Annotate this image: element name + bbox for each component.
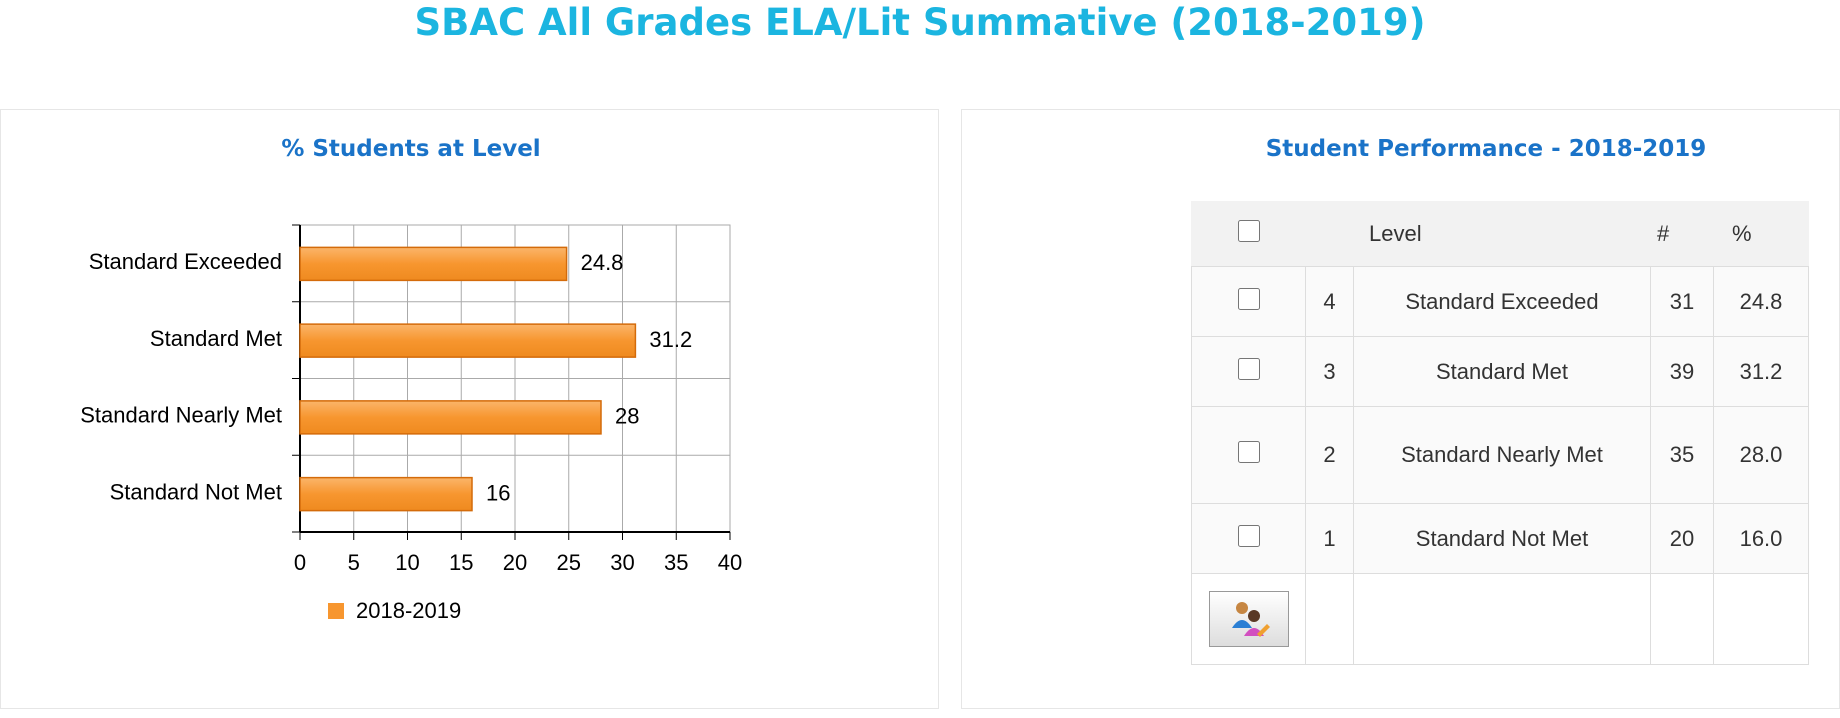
x-tick-label: 40 xyxy=(718,550,742,575)
performance-table: Level # % 4 Standard Exceeded 31 24.8 3 Stand… xyxy=(1191,201,1809,665)
empty-cell xyxy=(1353,573,1651,665)
row-checkbox[interactable] xyxy=(1237,524,1260,547)
header-cell xyxy=(1191,201,1306,267)
level-number: 1 xyxy=(1305,503,1354,574)
empty-cell xyxy=(1305,573,1354,665)
data-label: 28 xyxy=(615,404,639,429)
level-number: 4 xyxy=(1305,266,1354,337)
data-label: 24.8 xyxy=(581,250,624,275)
table-row: 1 Standard Not Met 20 16.0 xyxy=(1191,503,1809,574)
checkbox-cell xyxy=(1191,406,1306,504)
header-cell xyxy=(1305,201,1354,267)
button-cell xyxy=(1191,573,1306,665)
x-tick-label: 25 xyxy=(557,550,581,575)
y-tick-label: Standard Met xyxy=(150,326,282,351)
table-title: Student Performance - 2018-2019 xyxy=(1265,136,1707,162)
empty-cell xyxy=(1713,573,1809,665)
x-tick-label: 0 xyxy=(294,550,306,575)
x-tick-label: 20 xyxy=(503,550,527,575)
select-all-checkbox[interactable] xyxy=(1237,220,1260,242)
students-button[interactable] xyxy=(1208,591,1289,647)
count-cell: 20 xyxy=(1650,503,1714,574)
count-cell: 39 xyxy=(1650,336,1714,407)
level-label: Standard Met xyxy=(1435,358,1569,384)
empty-cell xyxy=(1650,573,1714,665)
x-tick-label: 5 xyxy=(348,550,360,575)
legend-label: 2018-2019 xyxy=(356,598,461,623)
chart-title: % Students at Level xyxy=(281,136,541,162)
header-cell: % xyxy=(1713,201,1809,267)
checkbox-cell xyxy=(1191,266,1306,337)
count-cell: 35 xyxy=(1650,406,1714,504)
bar xyxy=(299,476,473,512)
x-tick-label: 35 xyxy=(664,550,688,575)
header-row: Level # % xyxy=(1191,201,1809,267)
y-tick-label: Standard Exceeded xyxy=(89,249,282,274)
header-cell: Level xyxy=(1353,201,1651,267)
chart-panel xyxy=(0,109,939,709)
percent-cell: 28.0 xyxy=(1713,406,1809,504)
level-number: 2 xyxy=(1305,406,1354,504)
table-row xyxy=(1191,573,1809,665)
level-label: Standard Nearly Met xyxy=(1401,442,1603,467)
table-body: 4 Standard Exceeded 31 24.8 3 Standard Met 39 3… xyxy=(1191,266,1809,665)
table-row: 3 Standard Met 39 31.2 xyxy=(1191,336,1809,407)
level-cell: Standard Nearly Met xyxy=(1353,406,1651,504)
chart: 0 5 10 15 20 25 30 35 40 Standard Exceeded Standar… xyxy=(80,224,742,623)
y-tick-label: Standard Nearly Met xyxy=(80,403,282,428)
row-checkbox[interactable] xyxy=(1237,287,1260,310)
header-cell: # xyxy=(1650,201,1714,267)
row-checkbox[interactable] xyxy=(1237,441,1260,463)
x-tick-label: 15 xyxy=(449,550,473,575)
count-cell: 31 xyxy=(1650,266,1714,337)
bar xyxy=(299,400,602,435)
bar xyxy=(299,246,568,282)
level-number: 3 xyxy=(1305,336,1354,407)
percent-cell: 31.2 xyxy=(1713,336,1809,407)
row-checkbox[interactable] xyxy=(1237,357,1260,380)
level-cell: Standard Not Met xyxy=(1353,503,1651,574)
checkbox-cell xyxy=(1191,336,1306,407)
table-row: 4 Standard Exceeded 31 24.8 xyxy=(1191,266,1809,337)
level-cell: Standard Met xyxy=(1353,336,1651,407)
level-label: Standard Not Met xyxy=(1415,525,1589,551)
level-cell: Standard Exceeded xyxy=(1353,266,1651,337)
data-label: 31.2 xyxy=(649,327,692,352)
legend-swatch xyxy=(328,603,344,619)
x-tick-label: 30 xyxy=(610,550,634,575)
y-tick-label: Standard Not Met xyxy=(110,479,282,504)
bar xyxy=(299,323,637,358)
percent-cell: 16.0 xyxy=(1713,503,1809,574)
data-label: 16 xyxy=(486,480,510,505)
checkbox-cell xyxy=(1191,503,1306,574)
page-title: SBAC All Grades ELA/Lit Summative (2018-… xyxy=(414,1,1426,44)
percent-cell: 24.8 xyxy=(1713,266,1809,337)
level-label: Standard Exceeded xyxy=(1405,288,1599,314)
table-row: 2 Standard Nearly Met 35 28.0 xyxy=(1191,406,1809,504)
students-icon xyxy=(1231,601,1270,637)
x-tick-label: 10 xyxy=(395,550,419,575)
